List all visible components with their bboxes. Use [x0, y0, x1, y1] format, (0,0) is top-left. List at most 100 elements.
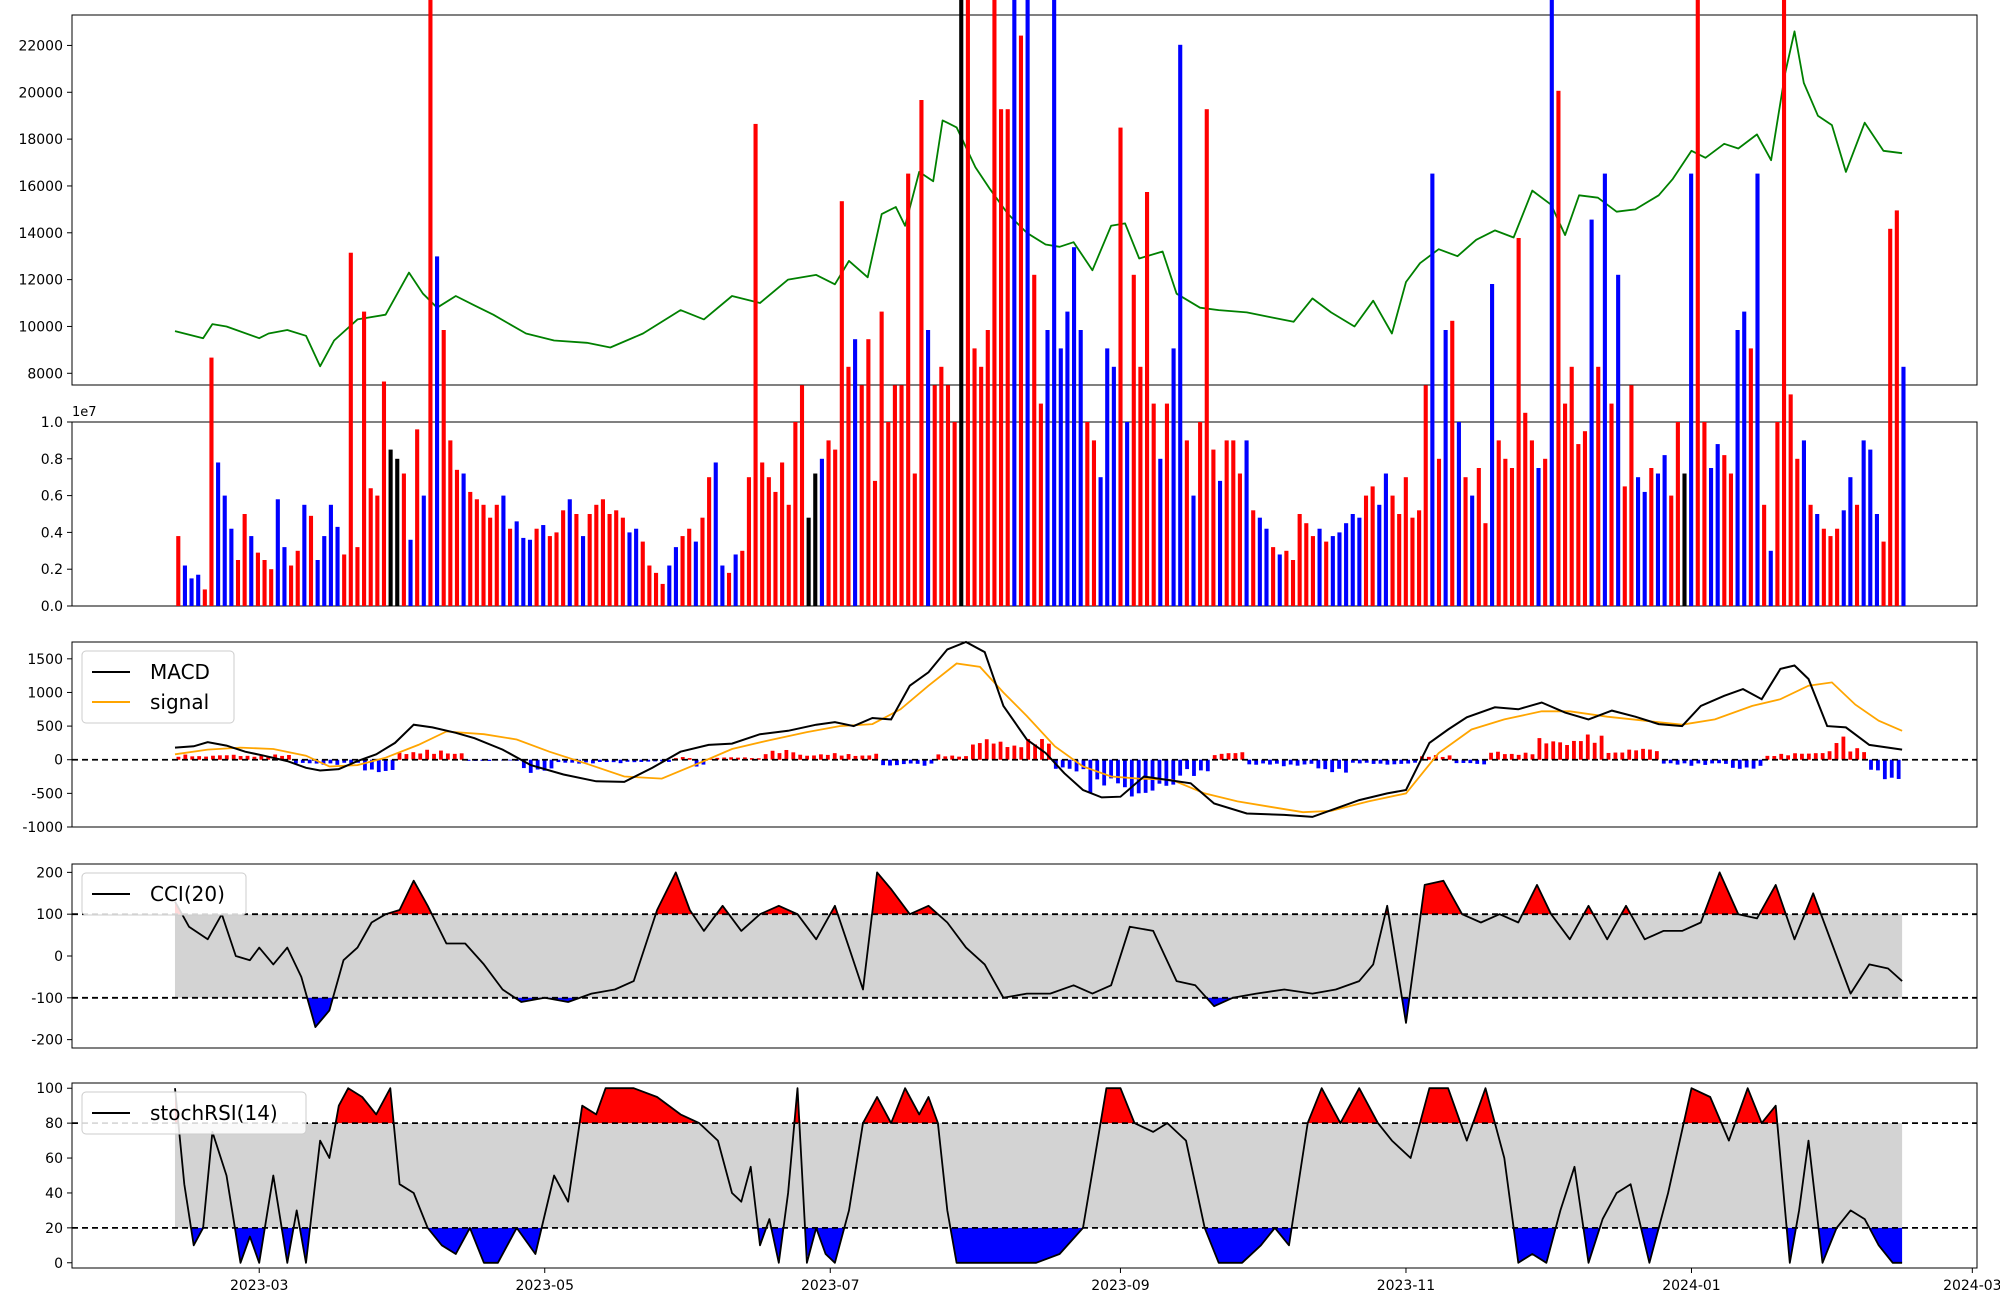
- price-ytick-label: 10000: [18, 319, 63, 335]
- volume-bar: [1164, 403, 1170, 606]
- macd-histogram-bar: [231, 754, 236, 760]
- volume-bar: [408, 539, 413, 606]
- volume-bar: [999, 109, 1004, 606]
- macd-histogram-bar: [1793, 753, 1797, 760]
- macd-histogram-bar: [535, 759, 540, 770]
- price-ytick-label: 16000: [18, 179, 63, 195]
- macd-histogram-bar: [204, 756, 208, 760]
- macd-histogram-bar: [1862, 752, 1867, 760]
- macd-panel-frame: [71, 641, 1978, 828]
- macd-histogram-bar: [936, 754, 941, 760]
- macd-ytick-label: 1500: [27, 652, 63, 668]
- macd-histogram-bar: [950, 755, 955, 760]
- macd-histogram-bar: [1648, 749, 1652, 760]
- macd-histogram-bar: [860, 755, 865, 760]
- volume-bar: [302, 504, 307, 606]
- macd-histogram-bar: [1150, 759, 1155, 791]
- volume-bar: [720, 565, 725, 606]
- volume-bar: [580, 536, 586, 606]
- macd-histogram-bar: [1675, 759, 1680, 765]
- volume-bar: [1748, 348, 1753, 606]
- volume-bar: [508, 528, 513, 606]
- volume-bar: [395, 458, 400, 606]
- volume-bar: [1894, 210, 1899, 606]
- volume-bar: [1708, 468, 1714, 606]
- volume-bar: [1443, 330, 1448, 606]
- macd-histogram-bar: [549, 759, 554, 769]
- macd-histogram-bar: [1606, 752, 1611, 760]
- volume-bar: [454, 469, 460, 606]
- volume-bar: [1728, 473, 1734, 606]
- macd-histogram-bar: [1219, 753, 1224, 760]
- volume-bar: [1563, 403, 1568, 606]
- volume-bar: [1854, 504, 1860, 606]
- volume-bar: [707, 477, 712, 606]
- price-ytick-label: 18000: [18, 132, 63, 148]
- volume-bar: [1795, 458, 1800, 606]
- volume-bar: [1470, 495, 1475, 606]
- macd-histogram-bar: [1813, 753, 1818, 760]
- macd-histogram-bar: [383, 759, 388, 771]
- volume-bar: [919, 100, 924, 606]
- volume-bar: [534, 528, 539, 606]
- macd-histogram-bar: [1116, 759, 1120, 784]
- macd-histogram-bar: [363, 759, 367, 771]
- macd-histogram-bar: [957, 756, 961, 760]
- volume-bar: [1324, 541, 1329, 606]
- macd-histogram-bar: [1164, 759, 1169, 786]
- macd-histogram-bar: [411, 752, 416, 760]
- macd-histogram-bar: [425, 749, 430, 760]
- volume-bar: [474, 499, 479, 606]
- macd-histogram-bar: [508, 759, 512, 761]
- macd-histogram-bar: [1350, 759, 1355, 763]
- volume-bar: [421, 495, 426, 606]
- volume-bar: [335, 526, 340, 606]
- macd-histogram-bar: [646, 759, 651, 762]
- volume-bar: [381, 381, 387, 606]
- macd-histogram-bar: [273, 754, 278, 760]
- macd-histogram-bar: [1800, 753, 1804, 760]
- macd-histogram-bar: [867, 755, 872, 760]
- volume-bar: [1835, 528, 1840, 606]
- volume-bar: [1277, 554, 1282, 606]
- macd-histogram-bar: [1261, 759, 1265, 764]
- macd-histogram-bar: [349, 759, 354, 764]
- macd-histogram-bar: [466, 759, 471, 761]
- macd-histogram-bar: [1102, 759, 1107, 786]
- volume-bar: [1868, 449, 1873, 606]
- macd-histogram-bar: [1205, 759, 1210, 772]
- volume-bar: [1848, 477, 1853, 606]
- volume-bar: [926, 330, 931, 606]
- volume-bar: [879, 311, 884, 606]
- volume-ytick-label: 0.6: [41, 489, 63, 505]
- volume-bar: [1131, 274, 1136, 606]
- volume-bar: [939, 366, 944, 606]
- macd-histogram-bar: [667, 759, 671, 762]
- macd-histogram-bar: [736, 757, 740, 760]
- volume-bar: [1125, 422, 1130, 606]
- volume-bar: [262, 560, 267, 606]
- volume-bar: [348, 252, 353, 606]
- volume-bar: [1231, 440, 1236, 606]
- macd-histogram-bar: [722, 757, 727, 760]
- macd-histogram-bar: [1413, 759, 1417, 763]
- stochrsi-panel-frame: [71, 1082, 1978, 1269]
- macd-histogram-bar: [321, 759, 326, 765]
- volume-bar: [945, 385, 951, 606]
- volume-bar: [726, 572, 732, 606]
- volume-bar: [1184, 440, 1189, 606]
- volume-bar: [1098, 477, 1103, 606]
- volume-bar: [209, 357, 214, 606]
- cci-oversold-fill: [175, 997, 1903, 1026]
- macd-histogram-bar: [1848, 751, 1853, 760]
- volume-bar: [461, 473, 466, 606]
- volume-bar: [1450, 320, 1455, 606]
- volume-bar: [799, 385, 805, 606]
- macd-histogram-bar: [1599, 735, 1604, 760]
- volume-bar: [368, 488, 373, 606]
- volume-bar: [328, 504, 333, 606]
- macd-histogram-bar: [342, 759, 347, 763]
- volume-bar: [1589, 219, 1594, 606]
- volume-bar: [1403, 477, 1408, 606]
- volume-bar: [182, 565, 187, 606]
